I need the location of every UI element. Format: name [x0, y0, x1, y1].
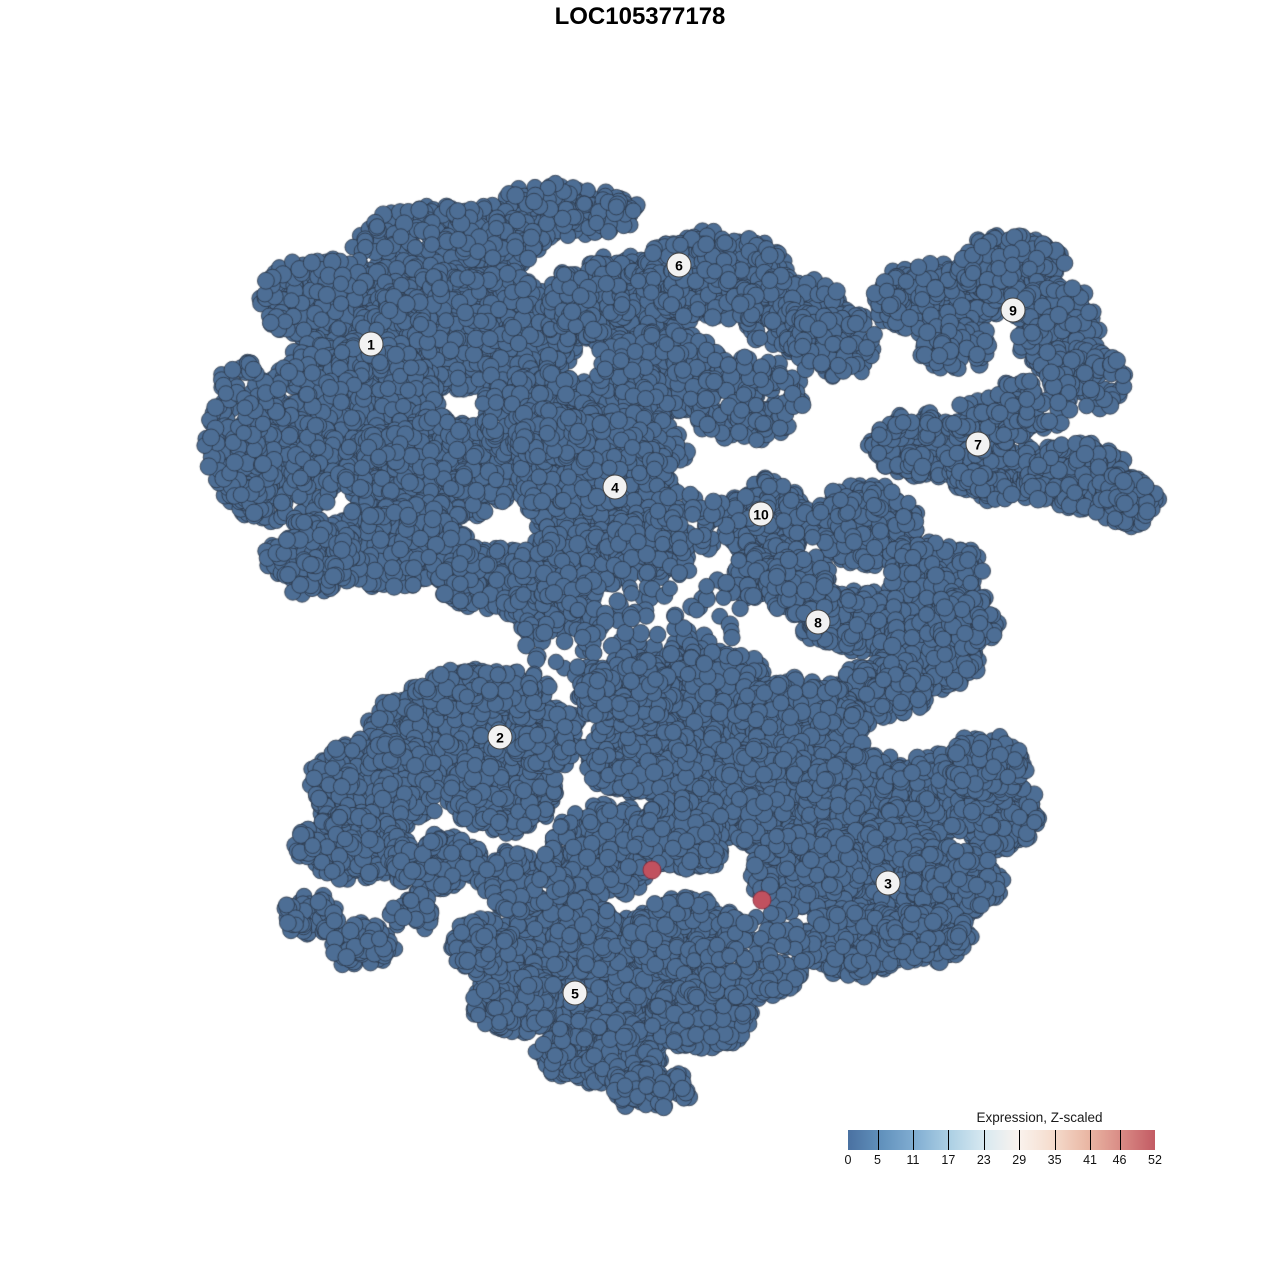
legend-tick-label-29: 29	[1012, 1153, 1027, 1167]
page-title: LOC105377178	[554, 3, 726, 30]
legend-tick-label-23: 23	[976, 1153, 991, 1167]
legend-title: Expression, Z-scaled	[976, 1110, 1103, 1125]
legend-tick-label-46: 46	[1112, 1153, 1127, 1167]
legend-tick-line-11	[912, 1130, 914, 1150]
cluster-label-2: 2	[487, 724, 513, 750]
cluster-label-8: 8	[805, 609, 831, 635]
legend-tick-label-17: 17	[941, 1153, 956, 1167]
cluster-label-1: 1	[358, 331, 384, 357]
cluster-label-9: 9	[1000, 297, 1026, 323]
cluster-label-4: 4	[602, 474, 628, 500]
legend-tick-line-17	[948, 1130, 950, 1150]
cluster-label-10: 10	[748, 501, 774, 527]
legend-tick-line-5	[877, 1130, 879, 1150]
legend-tick-line-29	[1019, 1130, 1021, 1150]
cluster-label-5: 5	[562, 980, 588, 1006]
legend-tick-label-35: 35	[1047, 1153, 1062, 1167]
cluster-label-6: 6	[666, 252, 692, 278]
legend-tick-label-11: 11	[906, 1153, 920, 1167]
cluster-label-7: 7	[965, 431, 991, 457]
legend-tick-label-52: 52	[1148, 1153, 1162, 1167]
legend-tick-label-5: 5	[874, 1153, 881, 1167]
legend-tick-line-23	[983, 1130, 985, 1150]
cluster-label-3: 3	[875, 870, 901, 896]
legend-tick-labels: 0 5 11 17 23 29 35 41 46 52	[844, 1153, 1162, 1171]
legend-tick-line-35	[1054, 1130, 1056, 1150]
legend-tick-label-0: 0	[844, 1153, 852, 1167]
legend-tick-line-41	[1090, 1130, 1092, 1150]
legend-colorbar	[848, 1130, 1155, 1150]
expression-legend: Expression, Z-scaled 0 5 11 17 23 29 35 41 46 52	[844, 1110, 1162, 1171]
legend-tick-label-41: 41	[1083, 1153, 1097, 1167]
legend-tick-line-46	[1119, 1130, 1121, 1150]
